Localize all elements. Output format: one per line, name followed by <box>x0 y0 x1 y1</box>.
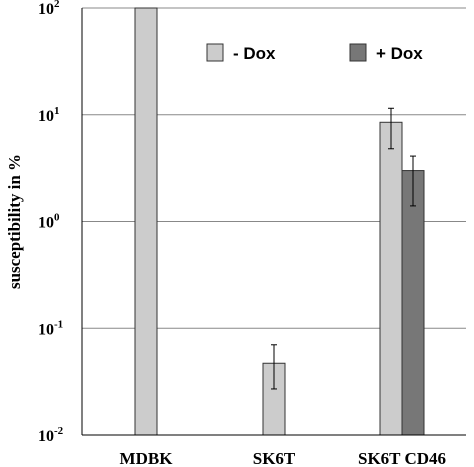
category-label: SK6T CD46 <box>358 449 446 467</box>
bar-dox-sk6t-cd46 <box>401 170 425 436</box>
y-tick-labels: 102 101 100 10-1 10-2 <box>38 0 64 445</box>
category-label: SK6T <box>253 449 296 467</box>
error-bars <box>271 107 416 390</box>
category-labels: MDBK SK6T SK6T CD46 <box>120 449 446 467</box>
y-tick-label: 100 <box>38 212 60 232</box>
legend-label: - Dox <box>233 44 276 63</box>
bar-dox-sk6t-cd46 <box>379 121 403 436</box>
axes <box>81 8 466 436</box>
legend-label: + Dox <box>376 44 423 63</box>
y-axis-label: susceptibility in % <box>5 154 24 289</box>
error-bar <box>410 155 416 207</box>
y-tick-label: 102 <box>38 0 60 18</box>
y-tick-label: 101 <box>38 105 60 125</box>
category-label: MDBK <box>120 449 174 467</box>
y-tick-label: 10-1 <box>38 318 63 338</box>
bar-dox-mdbk <box>134 7 158 436</box>
legend: - Dox + Dox <box>206 43 423 63</box>
error-bar <box>271 344 277 390</box>
legend-swatch <box>349 43 367 62</box>
y-tick-label: 10-2 <box>38 425 64 445</box>
legend-swatch <box>206 43 224 62</box>
error-bar <box>388 107 394 150</box>
